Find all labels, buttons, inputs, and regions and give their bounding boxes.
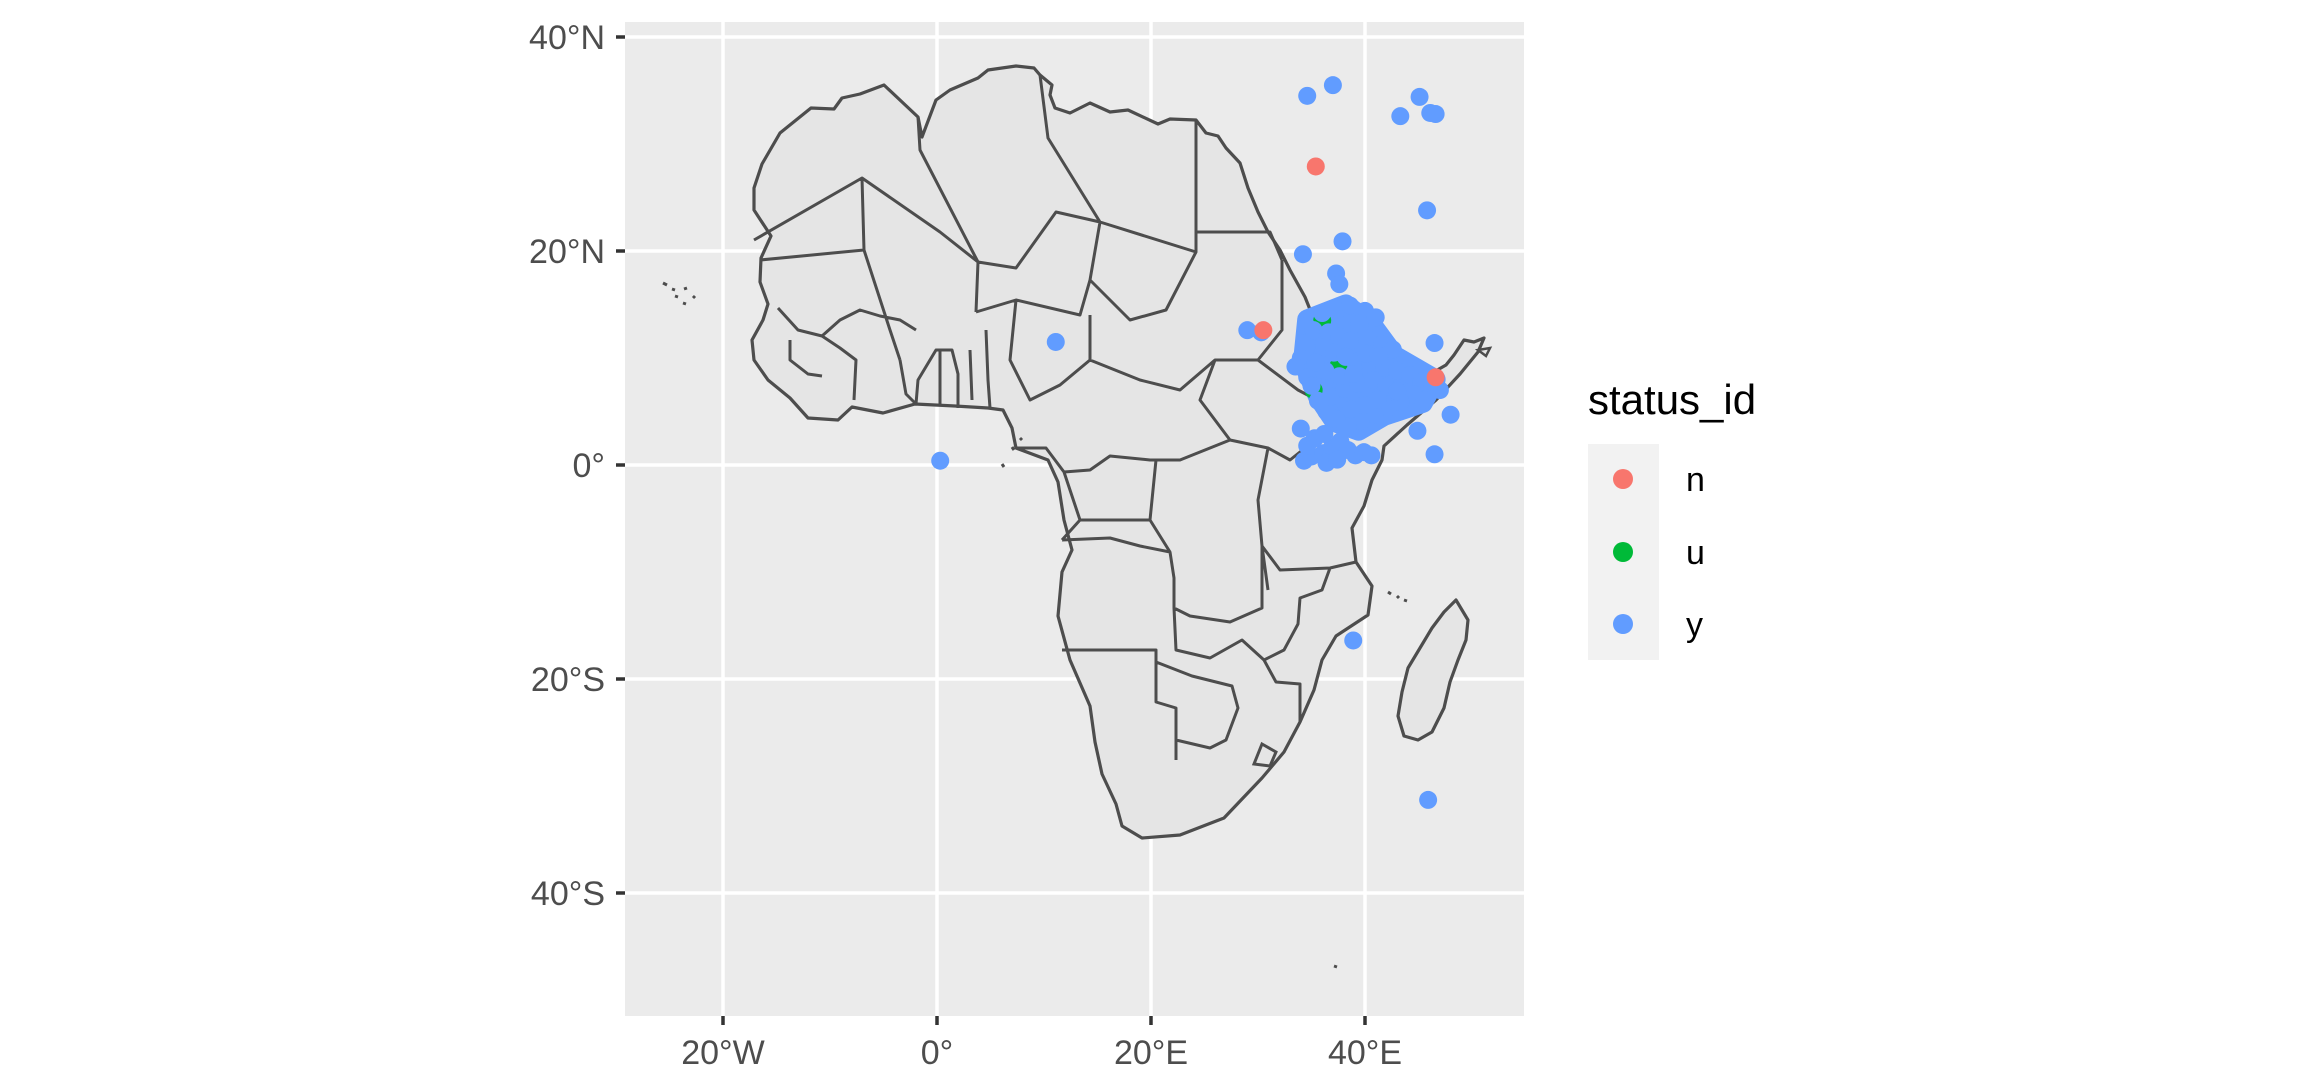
point-y-20 xyxy=(1302,376,1321,395)
y-tick-label-2: 0° xyxy=(572,447,605,485)
point-y-71 xyxy=(1425,445,1444,464)
point-y-7 xyxy=(1333,232,1352,251)
point-y-13 xyxy=(1238,321,1257,340)
axes: 20°W 0° 20°E 40°E 40°N 20°N 0° 20°S 40°S xyxy=(529,19,1402,1072)
y-tick-label-3: 20°S xyxy=(531,661,605,699)
africa-mainland-outline xyxy=(750,64,1486,840)
point-y-2 xyxy=(1391,107,1410,126)
point-y-81 xyxy=(1362,446,1381,465)
point-y-68 xyxy=(1369,346,1388,365)
point-y-8 xyxy=(1293,245,1312,264)
occurrence-points xyxy=(931,76,1460,809)
point-y-89 xyxy=(1419,790,1438,809)
point-n-0 xyxy=(1306,157,1325,176)
point-y-54 xyxy=(1321,387,1340,406)
point-y-70 xyxy=(1425,334,1444,353)
x-tick-label-0: 20°W xyxy=(681,1034,765,1072)
x-tick-label-2: 20°E xyxy=(1114,1034,1188,1072)
canary-islands xyxy=(662,281,697,306)
point-y-23 xyxy=(1341,296,1360,315)
country-borders xyxy=(753,74,1369,760)
point-y-29 xyxy=(1341,331,1360,350)
point-y-86 xyxy=(1315,424,1334,443)
point-y-65 xyxy=(1306,353,1325,372)
madagascar-outline xyxy=(1396,598,1470,742)
point-y-22 xyxy=(1326,299,1345,318)
point-y-0 xyxy=(1298,86,1317,105)
point-y-72 xyxy=(1441,405,1460,424)
point-y-18 xyxy=(1286,357,1305,376)
point-y-32 xyxy=(1383,340,1402,359)
legend-label-u: u xyxy=(1686,534,1705,572)
x-tick-label-1: 0° xyxy=(921,1034,954,1072)
lesotho-outline xyxy=(1251,741,1278,768)
point-y-88 xyxy=(1344,631,1363,650)
y-tick-label-0: 40°N xyxy=(529,19,605,57)
point-y-12 xyxy=(931,451,950,470)
socotra-outline xyxy=(1474,346,1493,358)
point-y-69 xyxy=(1408,421,1427,440)
point-y-45 xyxy=(1415,390,1434,409)
y-tick-label-1: 20°N xyxy=(529,233,605,271)
point-y-60 xyxy=(1368,390,1387,409)
point-y-30 xyxy=(1358,329,1377,348)
point-n-2 xyxy=(1426,368,1445,387)
point-y-63 xyxy=(1330,367,1349,386)
point-y-5 xyxy=(1426,105,1445,124)
point-y-10 xyxy=(1330,275,1349,294)
point-y-59 xyxy=(1388,382,1407,401)
legend-label-y: y xyxy=(1686,606,1703,644)
point-y-26 xyxy=(1350,314,1369,333)
legend-title: status_id xyxy=(1588,376,1756,423)
point-y-66 xyxy=(1344,365,1363,384)
point-y-11 xyxy=(1046,332,1065,351)
comoros-mascarene-islands xyxy=(1333,590,1408,969)
legend-key-n xyxy=(1613,469,1633,489)
legend-label-n: n xyxy=(1686,461,1705,499)
point-y-16 xyxy=(1304,321,1323,340)
point-y-1 xyxy=(1323,76,1342,95)
x-tick-label-3: 40°E xyxy=(1328,1034,1402,1072)
point-y-62 xyxy=(1342,400,1361,419)
point-n-1 xyxy=(1254,321,1273,340)
legend-key-u xyxy=(1613,542,1633,562)
africa-country-boundaries xyxy=(662,64,1493,969)
sao-tome-islands xyxy=(1000,436,1024,468)
point-y-6 xyxy=(1418,201,1437,220)
y-tick-label-4: 40°S xyxy=(531,875,605,913)
point-y-83 xyxy=(1328,450,1347,469)
point-y-25 xyxy=(1366,308,1385,327)
legend: status_id n u y xyxy=(1588,376,1756,660)
point-y-3 xyxy=(1410,87,1429,106)
legend-key-y xyxy=(1613,614,1633,634)
point-y-87 xyxy=(1291,419,1310,438)
